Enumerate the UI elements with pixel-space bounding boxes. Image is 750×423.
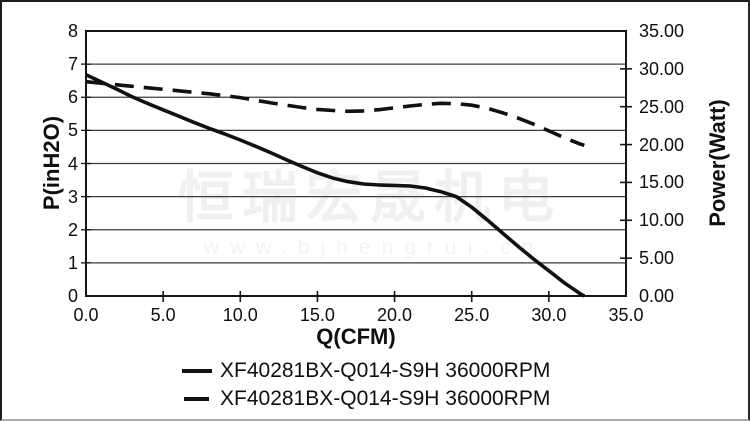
left-axis-title: P(inH2O) [39, 115, 64, 211]
legend-marker-box [182, 368, 220, 373]
pressure-curve [85, 73, 586, 298]
legend-marker-box [182, 396, 220, 401]
solid-line-icon [182, 368, 212, 373]
watermark-website-text: www.bjhengrui.cn [203, 236, 545, 259]
dashed-line-icon [184, 396, 209, 401]
watermark-company-text: 恒瑞宏晟机电 [178, 166, 562, 229]
power-curve [85, 79, 585, 148]
x-axis-title: Q(CFM) [316, 324, 396, 349]
legend-item-pressure-curve: XF40281BX-Q014-S9H 36000RPM [182, 358, 550, 383]
legend-label-pressure: XF40281BX-Q014-S9H 36000RPM [220, 358, 551, 382]
right-axis-title: Power(Watt) [705, 99, 730, 227]
legend: XF40281BX-Q014-S9H 36000RPM XF40281BX-Q0… [182, 358, 550, 411]
legend-item-power-curve: XF40281BX-Q014-S9H 36000RPM [182, 386, 550, 411]
legend-label-power: XF40281BX-Q014-S9H 36000RPM [220, 386, 551, 410]
